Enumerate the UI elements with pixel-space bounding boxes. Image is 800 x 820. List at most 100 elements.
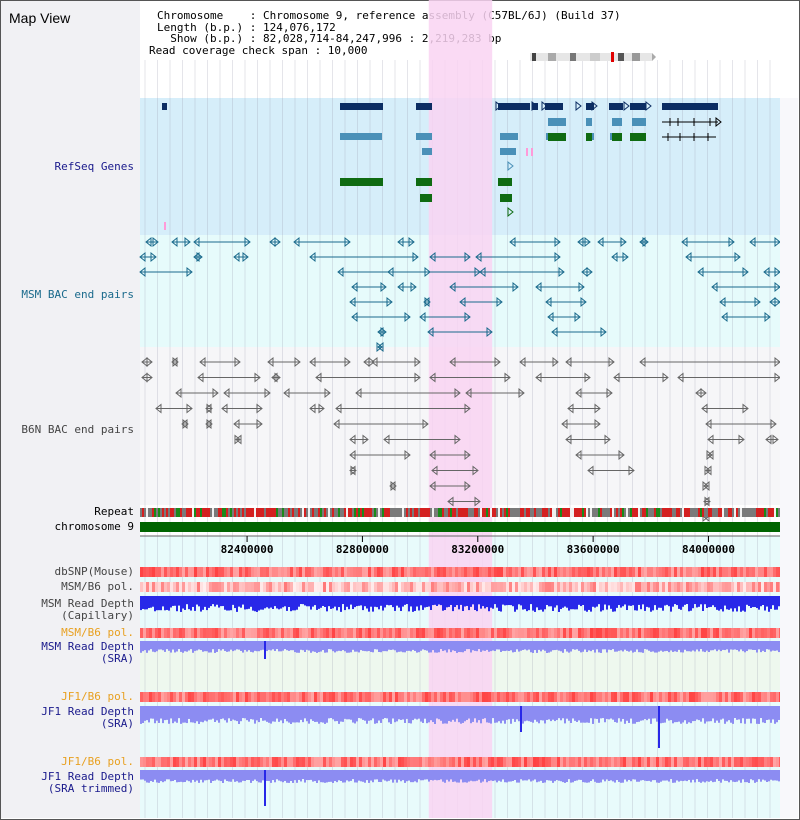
- heat-cell: [596, 582, 599, 592]
- gene-feature: [416, 178, 432, 186]
- bac-end: [704, 465, 711, 476]
- depth-bar: [450, 706, 452, 722]
- depth-bar: [766, 706, 768, 720]
- heat-cell: [488, 692, 491, 702]
- depth-bar: [276, 770, 278, 780]
- heat-cell: [251, 582, 254, 592]
- depth-bar: [610, 596, 612, 609]
- depth-bar: [772, 770, 774, 781]
- track-label-repeat[interactable]: Repeat: [94, 505, 134, 518]
- depth-bar: [356, 770, 358, 783]
- depth-bar: [174, 596, 176, 606]
- depth-bar: [466, 770, 468, 783]
- depth-bar: [458, 596, 460, 610]
- depth-bar: [258, 770, 260, 783]
- depth-bar: [528, 596, 530, 611]
- heat-cell: [386, 628, 389, 638]
- heat-cell: [182, 757, 185, 767]
- repeat-mark: [576, 508, 578, 517]
- heat-cell: [353, 757, 356, 767]
- track-label-msm-read-capillary[interactable]: MSM Read Depth (Capillary): [4, 598, 134, 622]
- bac-end: [256, 418, 263, 430]
- track-label-jf1-b6-pol-1[interactable]: JF1/B6 pol.: [61, 690, 134, 703]
- heat-cell: [380, 628, 383, 638]
- heat-cell: [728, 628, 731, 638]
- heat-cell: [752, 628, 755, 638]
- heat-cell: [293, 582, 296, 592]
- depth-bar: [256, 770, 258, 782]
- depth-bar: [730, 596, 732, 609]
- heat-cell: [152, 567, 155, 577]
- jf1-depth-sra-trimmed: [140, 770, 780, 806]
- heat-cell: [713, 692, 716, 702]
- track-label-msm-b6-pol-1[interactable]: MSM/B6 pol.: [61, 580, 134, 593]
- heat-cell: [530, 757, 533, 767]
- heat-cell: [599, 757, 602, 767]
- heat-cell: [356, 628, 359, 638]
- depth-bar: [382, 641, 384, 652]
- heat-cell: [275, 628, 278, 638]
- heat-cell: [635, 692, 638, 702]
- repeat-mark: [478, 508, 480, 517]
- bac-end: [234, 356, 241, 368]
- depth-bar: [436, 770, 438, 781]
- heat-cell: [731, 757, 734, 767]
- heat-cell: [140, 628, 143, 638]
- heat-cell: [743, 692, 746, 702]
- repeat-mark: [638, 508, 640, 517]
- track-label-msm-read-sra[interactable]: MSM Read Depth (SRA): [4, 641, 134, 665]
- ideogram-band: [590, 53, 600, 61]
- depth-bar: [162, 641, 164, 651]
- bac-end: [464, 403, 471, 414]
- heat-cell: [554, 582, 557, 592]
- track-label-dbsnp[interactable]: dbSNP(Mouse): [54, 565, 134, 578]
- track-label-jf1-b6-pol-2[interactable]: JF1/B6 pol.: [61, 755, 134, 768]
- track-label-jf1-read-sra-trimmed[interactable]: JF1 Read Depth (SRA trimmed): [4, 771, 134, 795]
- bac-end: [293, 236, 300, 248]
- depth-bar: [280, 596, 282, 609]
- bac-end: [380, 281, 387, 293]
- heat-cell: [548, 567, 551, 577]
- depth-bar: [192, 641, 194, 653]
- track-label-jf1-read-sra[interactable]: JF1 Read Depth (SRA): [4, 706, 134, 730]
- heat-cell: [377, 582, 380, 592]
- heat-cell: [386, 757, 389, 767]
- heat-cell: [692, 692, 695, 702]
- depth-bar: [484, 596, 486, 609]
- track-label-msm-b6-pol-2[interactable]: MSM/B6 pol.: [61, 626, 134, 639]
- track-label-chromosome[interactable]: chromosome 9: [54, 520, 134, 533]
- depth-bar: [204, 706, 206, 721]
- depth-bar: [182, 770, 184, 783]
- heat-cell: [407, 567, 410, 577]
- heat-cell: [620, 692, 623, 702]
- depth-bar: [758, 641, 760, 650]
- heat-cell: [233, 567, 236, 577]
- heat-cell: [605, 692, 608, 702]
- depth-bar: [354, 596, 356, 608]
- heat-cell: [356, 582, 359, 592]
- gene-feature: [420, 194, 432, 202]
- depth-bar: [654, 770, 656, 781]
- heat-cell: [446, 567, 449, 577]
- depth-bar: [214, 706, 216, 722]
- depth-bar: [420, 770, 422, 781]
- heat-cell: [224, 628, 227, 638]
- depth-bar: [256, 596, 258, 612]
- heat-cell: [737, 757, 740, 767]
- depth-bar: [418, 641, 420, 653]
- heat-cell: [281, 757, 284, 767]
- bac-end: [429, 449, 436, 461]
- track-label-refseq[interactable]: RefSeq Genes: [54, 160, 134, 173]
- depth-bar: [778, 770, 780, 782]
- heat-cell: [179, 628, 182, 638]
- depth-bar: [452, 596, 454, 612]
- depth-bar: [560, 706, 562, 721]
- bac-end: [309, 356, 316, 368]
- bac-end: [697, 266, 704, 278]
- track-label-b6n-bac[interactable]: B6N BAC end pairs: [21, 423, 134, 436]
- track-label-msm-bac[interactable]: MSM BAC end pairs: [21, 288, 134, 301]
- depth-bar: [672, 770, 674, 783]
- depth-bar: [630, 770, 632, 782]
- depth-bar: [178, 596, 180, 606]
